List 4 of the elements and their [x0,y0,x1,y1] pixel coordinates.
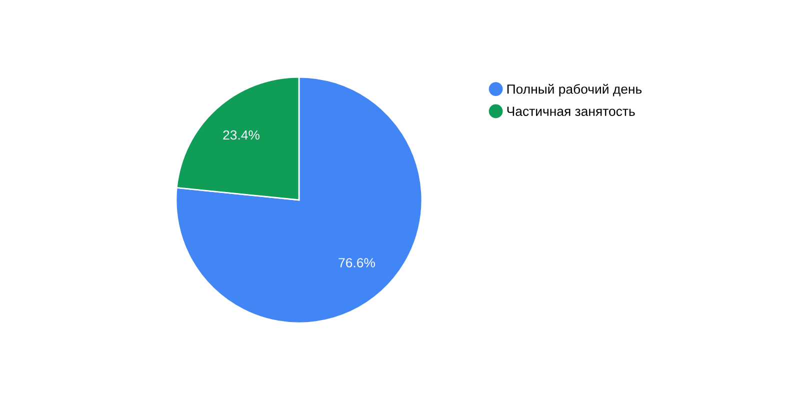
data-label: 23.4% [223,130,260,140]
data-label: 76.6% [338,258,375,268]
legend-label: Частичная занятость [507,106,635,116]
legend-label: Полный рабочий день [507,84,642,96]
